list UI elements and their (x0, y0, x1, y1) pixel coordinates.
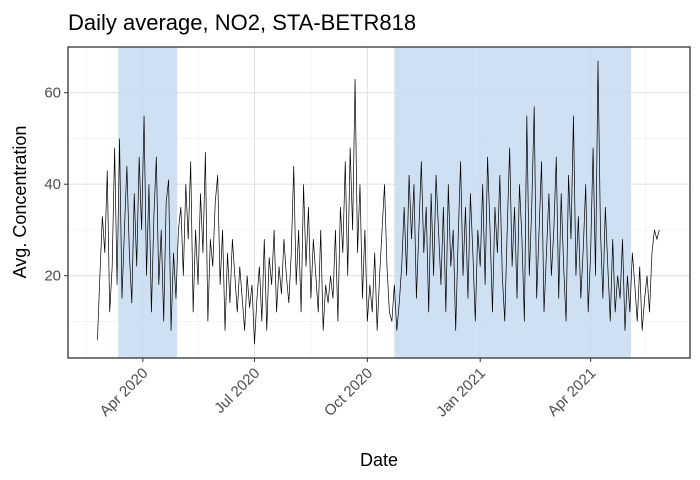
x-axis-label: Date (360, 450, 398, 470)
plot-border (67, 46, 691, 359)
y-tick-label: 20 (44, 268, 61, 285)
x-tick-label: Apr 2020 (97, 365, 152, 420)
x-tick-label: Oct 2020 (321, 365, 376, 420)
x-tick-label: Apr 2021 (544, 365, 599, 420)
shaded-period (118, 47, 178, 358)
y-tick-label: 40 (44, 176, 61, 193)
x-tick-label: Jul 2020 (211, 365, 263, 417)
chart-title: Daily average, NO2, STA-BETR818 (68, 10, 416, 35)
shaded-period (394, 47, 632, 358)
y-axis-label: Avg. Concentration (10, 126, 30, 279)
data-line (97, 60, 660, 345)
x-tick-label: Jan 2021 (433, 365, 489, 421)
y-tick-label: 60 (44, 85, 61, 102)
